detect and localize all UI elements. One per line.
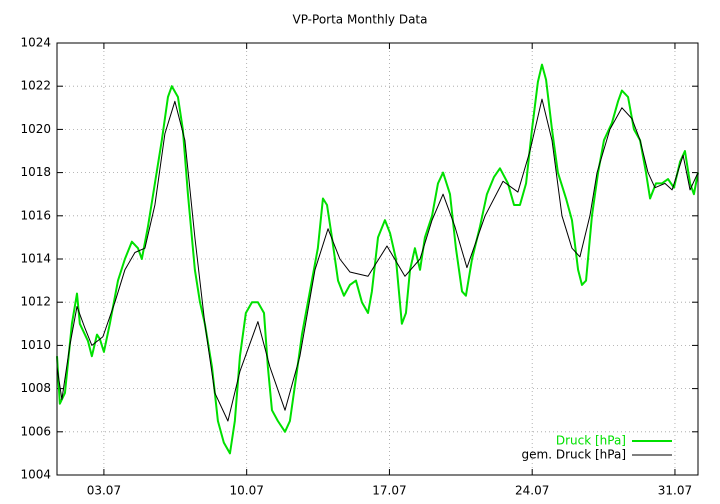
y-tick-label: 1024 xyxy=(20,36,51,50)
x-tick-label: 03.07 xyxy=(87,484,121,498)
y-tick-label: 1006 xyxy=(20,424,51,438)
y-tick-label: 1020 xyxy=(20,122,51,136)
legend-label: gem. Druck [hPa] xyxy=(522,448,626,462)
y-tick-label: 1010 xyxy=(20,338,51,352)
x-tick-label: 10.07 xyxy=(229,484,263,498)
y-tick-label: 1014 xyxy=(20,252,51,266)
y-tick-label: 1018 xyxy=(20,165,51,179)
x-tick-label: 24.07 xyxy=(515,484,549,498)
x-tick-label: 17.07 xyxy=(372,484,406,498)
y-tick-label: 1008 xyxy=(20,381,51,395)
y-tick-label: 1016 xyxy=(20,208,51,222)
x-tick-label: 31.07 xyxy=(658,484,692,498)
y-tick-label: 1004 xyxy=(20,468,51,482)
series-line xyxy=(56,98,699,422)
plot-frame xyxy=(56,42,699,476)
chart-title: VP-Porta Monthly Data xyxy=(293,13,428,27)
legend-label: Druck [hPa] xyxy=(556,434,626,448)
y-tick-label: 1012 xyxy=(20,295,51,309)
y-tick-label: 1022 xyxy=(20,79,51,93)
